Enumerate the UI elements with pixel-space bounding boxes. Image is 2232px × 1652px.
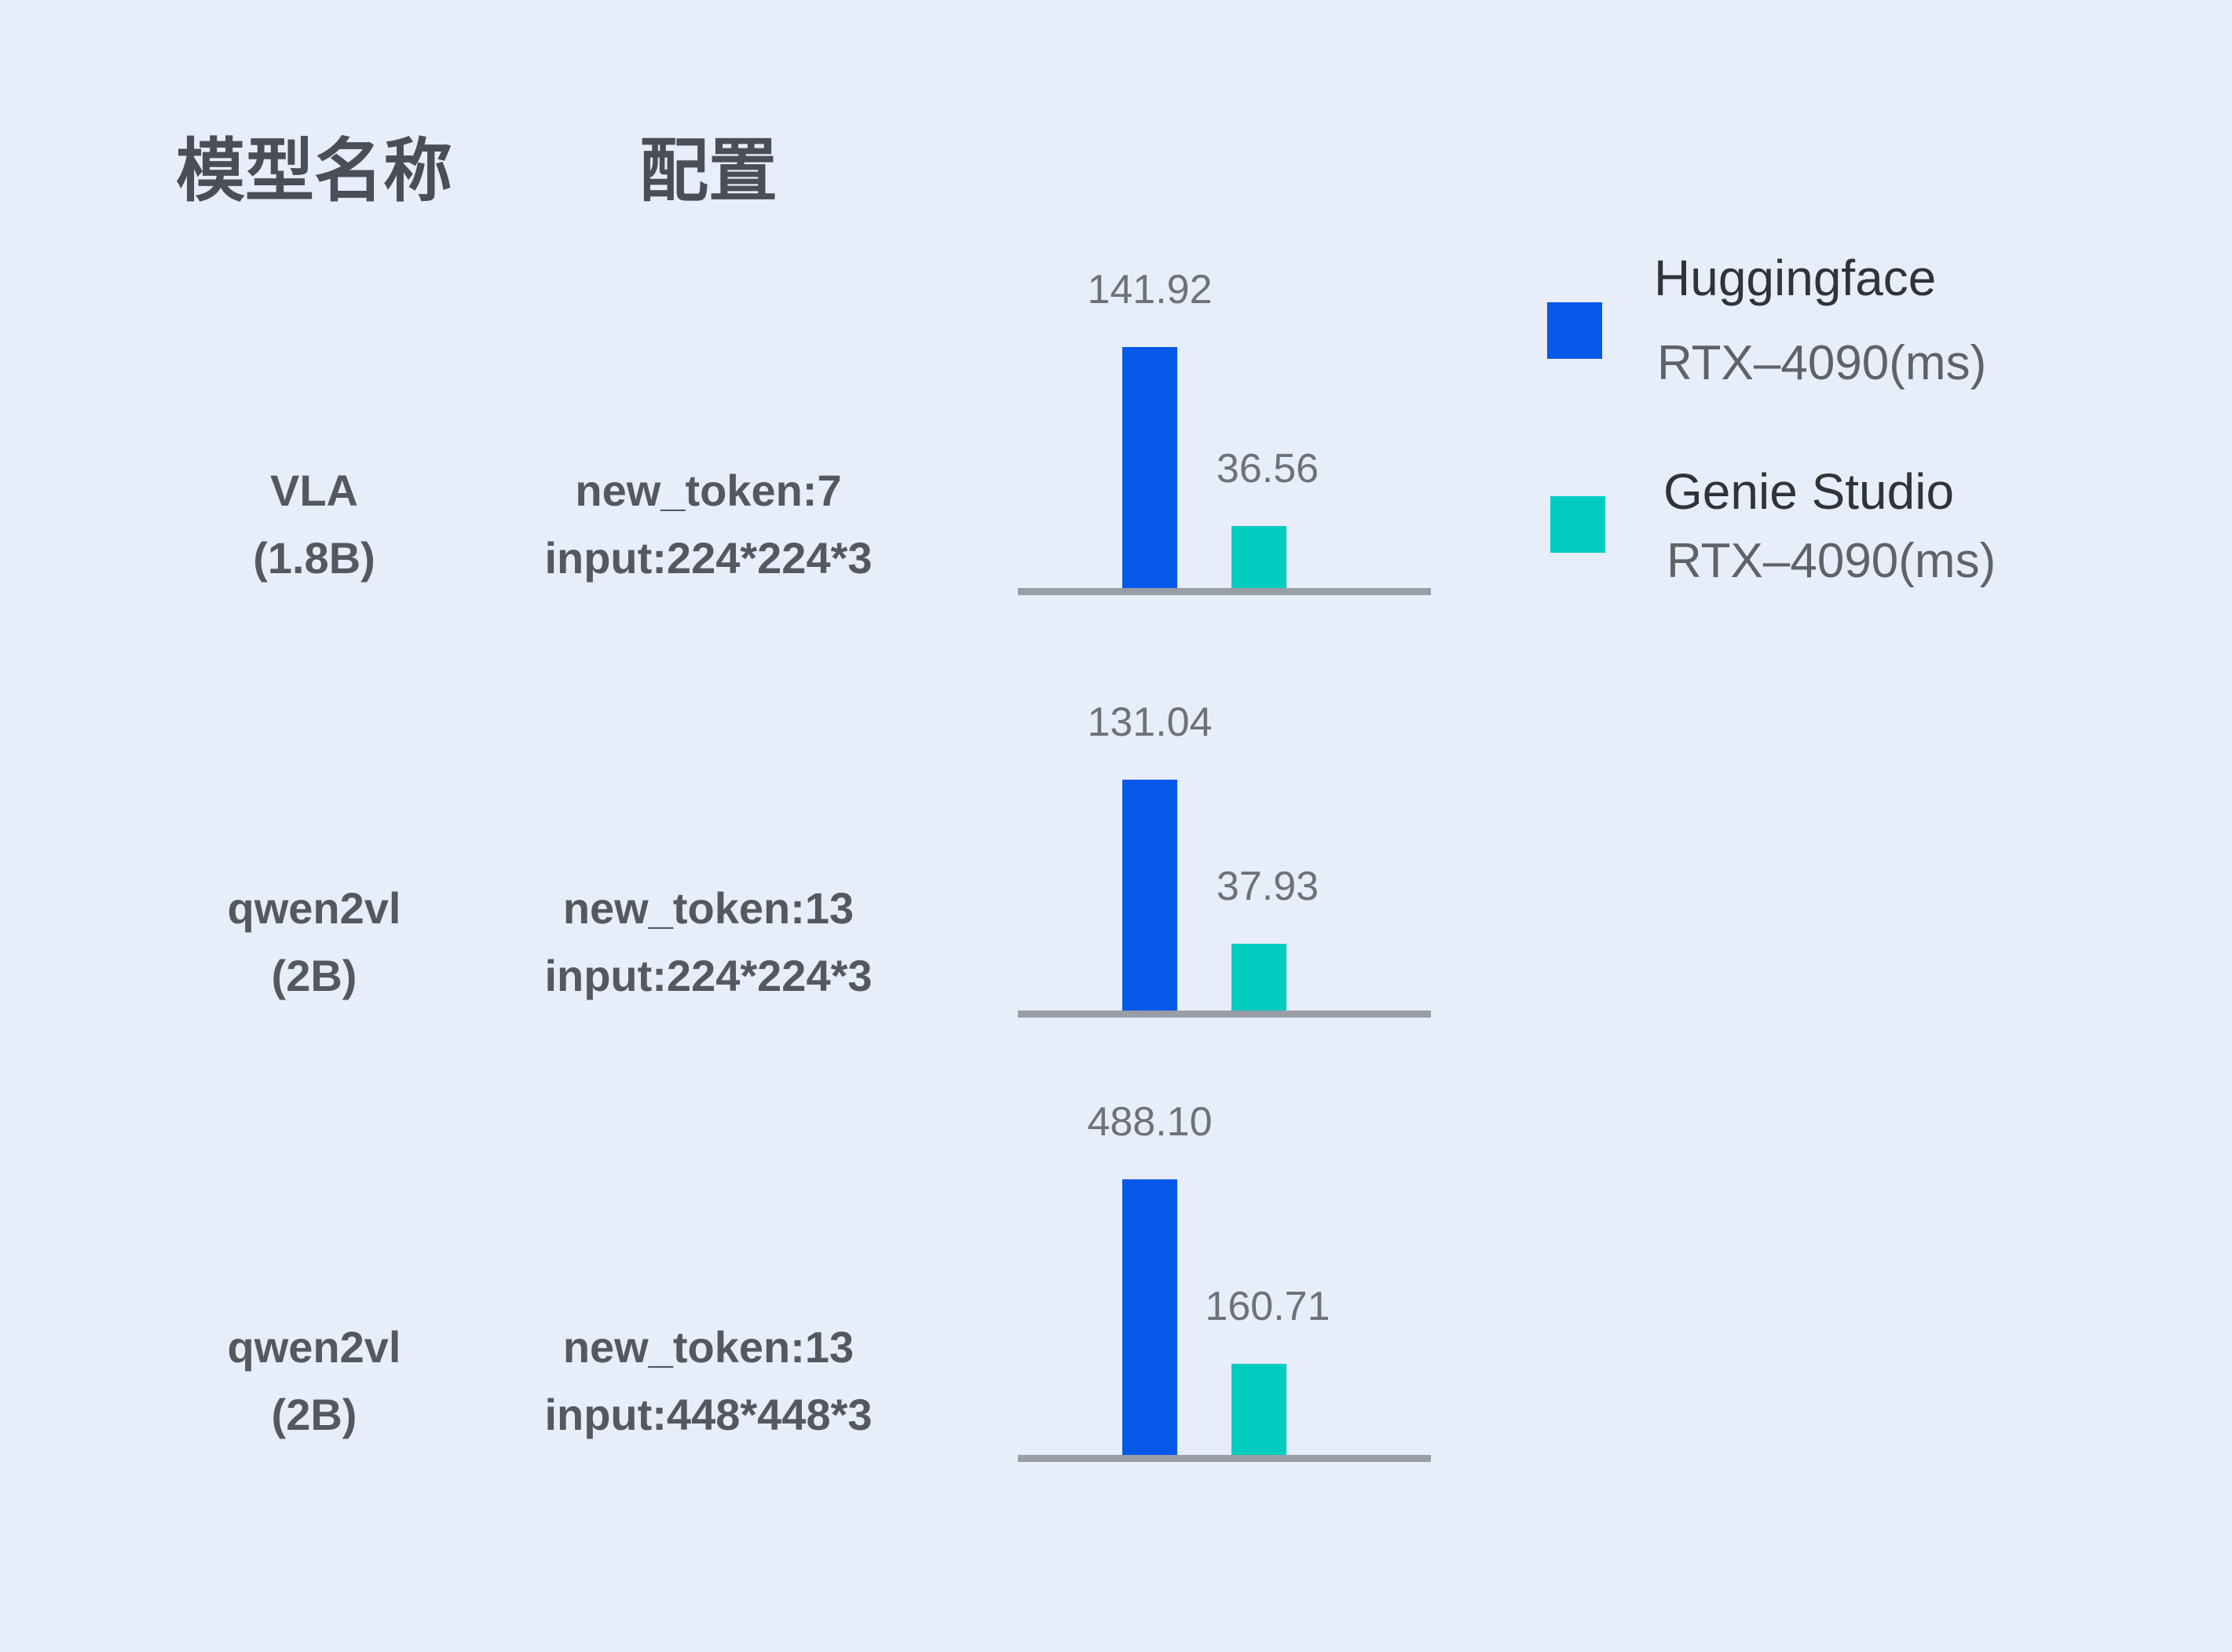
config-token-label: new_token:13 bbox=[562, 1322, 854, 1372]
genie-studio-value-label: 37.93 bbox=[1216, 864, 1319, 910]
axis-baseline bbox=[1018, 588, 1431, 595]
col-header-model-name: 模型名称 bbox=[176, 132, 453, 210]
model-size-label: (2B) bbox=[271, 951, 357, 1000]
model-cell: qwen2vl (2B) bbox=[118, 1314, 510, 1449]
huggingface-bar bbox=[1122, 780, 1177, 1011]
legend-device-huggingface: RTX–4090(ms) bbox=[1657, 336, 1987, 390]
model-name-label: VLA bbox=[270, 466, 358, 515]
config-cell: new_token:7 input:224*224*3 bbox=[473, 457, 944, 592]
legend-swatch-huggingface bbox=[1547, 302, 1602, 359]
model-size-label: (1.8B) bbox=[253, 533, 375, 583]
legend-title-huggingface: Huggingface bbox=[1654, 250, 1937, 306]
genie-studio-bar bbox=[1231, 526, 1286, 588]
col-header-config: 配置 bbox=[639, 132, 778, 210]
legend-device-genie-studio: RTX–4090(ms) bbox=[1667, 534, 1996, 588]
genie-studio-bar bbox=[1231, 1364, 1286, 1455]
config-input-label: input:224*224*3 bbox=[544, 533, 873, 583]
huggingface-bar bbox=[1122, 1179, 1177, 1455]
genie-studio-value-label: 36.56 bbox=[1216, 446, 1319, 492]
huggingface-bar bbox=[1122, 347, 1177, 588]
huggingface-value-label: 488.10 bbox=[1087, 1098, 1213, 1145]
config-cell: new_token:13 input:224*224*3 bbox=[473, 875, 944, 1010]
genie-studio-value-label: 160.71 bbox=[1205, 1284, 1330, 1330]
model-name-label: qwen2vl bbox=[227, 1322, 401, 1372]
config-token-label: new_token:7 bbox=[575, 466, 842, 515]
legend-swatch-genie-studio bbox=[1550, 496, 1605, 553]
legend-title-genie-studio: Genie Studio bbox=[1663, 463, 1955, 520]
huggingface-value-label: 141.92 bbox=[1087, 267, 1213, 313]
config-input-label: input:448*448*3 bbox=[544, 1390, 873, 1439]
config-input-label: input:224*224*3 bbox=[544, 951, 873, 1000]
model-cell: qwen2vl (2B) bbox=[118, 875, 510, 1010]
bar-chart-row: 131.04 37.93 bbox=[1018, 609, 1431, 1018]
config-token-label: new_token:13 bbox=[562, 883, 854, 933]
config-cell: new_token:13 input:448*448*3 bbox=[473, 1314, 944, 1449]
bar-chart-row: 141.92 36.56 bbox=[1018, 187, 1431, 595]
model-cell: VLA (1.8B) bbox=[118, 457, 510, 592]
genie-studio-bar bbox=[1231, 944, 1286, 1011]
huggingface-value-label: 131.04 bbox=[1087, 700, 1213, 746]
axis-baseline bbox=[1018, 1011, 1431, 1018]
model-name-label: qwen2vl bbox=[227, 883, 401, 933]
model-size-label: (2B) bbox=[271, 1390, 357, 1439]
bar-chart-row: 488.10 160.71 bbox=[1018, 1054, 1431, 1462]
axis-baseline bbox=[1018, 1455, 1431, 1462]
